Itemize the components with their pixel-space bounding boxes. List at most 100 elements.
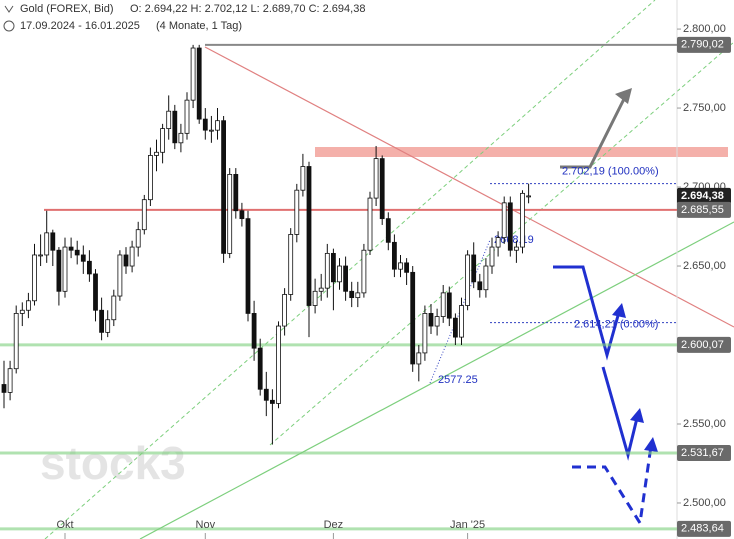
candle-body	[489, 246, 495, 267]
candle-body	[208, 129, 214, 132]
fib-label: 2.614,21 (0.00%)	[574, 318, 658, 330]
candle-body	[300, 166, 306, 191]
price-box-label: 2.531,67	[681, 447, 724, 459]
candle-body	[184, 99, 190, 134]
price-box-label: 2.694,38	[681, 190, 724, 202]
candle-body	[446, 292, 452, 319]
candle-body	[215, 120, 220, 131]
candle-body	[410, 271, 416, 365]
price-box: 2.790,02	[677, 36, 731, 53]
candle-body	[501, 202, 507, 238]
candle-body	[452, 317, 458, 338]
candle-body	[141, 199, 147, 231]
candle-body	[398, 262, 403, 270]
annotation: 2577.25	[438, 374, 478, 386]
price-box: 2.483,64	[677, 520, 731, 537]
candle-body	[379, 158, 385, 220]
candle-body	[337, 265, 342, 283]
candle-body	[233, 174, 239, 212]
price-box: 2.531,67	[677, 444, 731, 461]
candle-body	[288, 234, 294, 295]
candle-body	[99, 309, 104, 333]
date-range: 17.09.2024 - 16.01.2025	[20, 20, 140, 32]
resistance-zone	[315, 147, 728, 157]
candle-body	[25, 300, 31, 311]
price-box-bg	[677, 336, 731, 353]
candle-body	[330, 252, 336, 283]
candle-body	[257, 347, 263, 390]
candle-body	[80, 254, 86, 262]
candle-body	[520, 192, 525, 248]
candle-body	[404, 262, 410, 273]
candle-body	[166, 110, 172, 129]
candle-body	[318, 287, 324, 292]
y-tick-label: 2.750,00	[683, 102, 726, 114]
candle-body	[123, 254, 129, 267]
candle-body	[361, 249, 367, 294]
candle-body	[324, 252, 330, 289]
price-box-bg	[677, 201, 731, 218]
candle-body	[44, 232, 50, 256]
candle-body	[269, 399, 275, 404]
clock-icon	[3, 20, 15, 32]
price-box-bg	[677, 444, 731, 461]
price-box: 2.694,38	[677, 187, 731, 204]
candle-body	[160, 128, 166, 153]
candle-body	[87, 260, 92, 275]
candle-body	[239, 210, 245, 220]
candle-body	[1, 384, 7, 393]
price-box-label: 2.685,55	[681, 204, 724, 216]
candle-body	[526, 195, 531, 198]
candle-body	[129, 246, 135, 267]
candle-body	[7, 368, 13, 393]
candle-body	[117, 254, 123, 297]
candle-body	[416, 352, 422, 365]
candle-body	[514, 246, 519, 251]
candle-body	[56, 249, 62, 292]
candle-body	[147, 155, 153, 201]
price-box-label: 2.790,02	[681, 39, 724, 51]
candle-body	[172, 110, 178, 144]
candle-body	[276, 325, 281, 404]
fib-label: 2.702,19 (100.00%)	[562, 165, 659, 177]
price-box-bg	[677, 520, 731, 537]
candle-body	[32, 254, 37, 302]
price-box: 2.685,55	[677, 201, 731, 218]
x-tick-label: Okt	[56, 519, 73, 531]
candle-body	[471, 254, 477, 283]
quote: O: 2.694,22 H: 2.702,12 L: 2.689,70 C: 2…	[130, 3, 365, 15]
y-tick-label: 2.550,00	[683, 418, 726, 430]
candle-body	[440, 292, 446, 317]
watermark: stock3	[40, 437, 186, 489]
candle-body	[93, 273, 98, 311]
candle-body	[38, 254, 43, 257]
candle-body	[306, 166, 312, 306]
price-box-bg	[677, 36, 731, 53]
period: (4 Monate, 1 Tag)	[156, 20, 242, 32]
candle-body	[135, 229, 141, 248]
candle-body	[428, 313, 434, 327]
candle-body	[19, 309, 25, 314]
y-tick-label: 2.650,00	[683, 260, 726, 272]
candle-body	[459, 305, 464, 338]
candle-body	[13, 313, 19, 370]
candle-body	[507, 202, 513, 251]
candle-body	[495, 237, 501, 248]
chart-title: Gold (FOREX, Bid)	[20, 3, 114, 15]
price-box-label: 2.483,64	[681, 523, 724, 535]
x-tick-label: Jan '25	[450, 519, 485, 531]
candle-body	[105, 319, 111, 333]
candle-body	[62, 246, 68, 292]
candle-body	[263, 388, 269, 401]
candle-body	[434, 316, 440, 327]
candle-body	[245, 218, 251, 314]
candle-body	[190, 47, 196, 101]
candle-body	[196, 47, 202, 120]
candle-body	[251, 313, 257, 349]
candle-body	[154, 151, 159, 156]
x-tick-label: Dez	[324, 519, 344, 531]
price-box-bg	[677, 187, 731, 204]
collapse-icon	[4, 5, 14, 13]
candle-body	[221, 120, 227, 254]
